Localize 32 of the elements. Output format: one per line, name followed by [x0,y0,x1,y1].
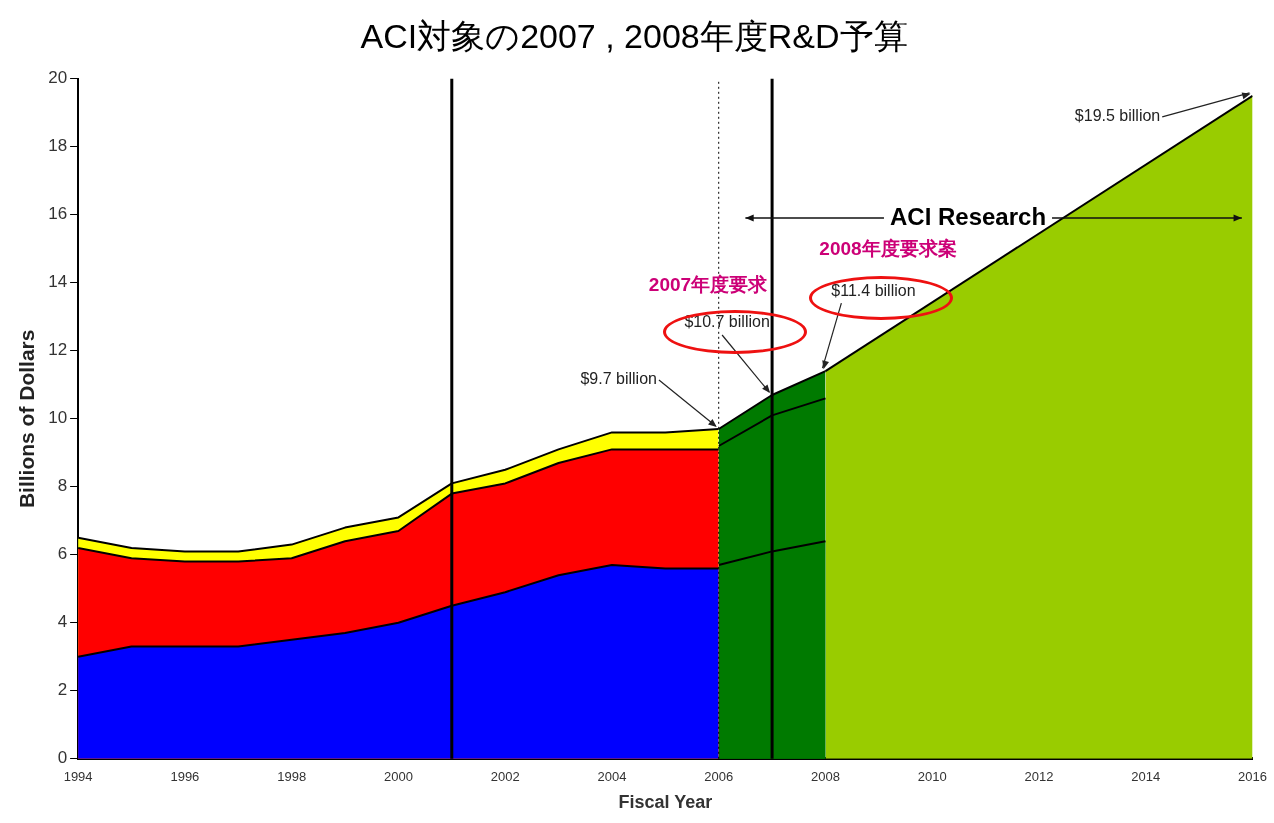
y-tick-label: 12 [48,340,68,360]
x-tick-label: 1998 [277,769,307,785]
y-tick-label: 10 [48,408,68,428]
x-tick-label: 2010 [917,769,947,785]
y-tick-label: 4 [57,612,68,632]
x-tick-label: 2014 [1131,769,1161,785]
x-tick-label: 2000 [383,769,413,785]
y-tick-label: 16 [48,204,68,224]
x-tick-label: 1994 [63,769,93,785]
annotation: $19.5 billion [1074,107,1161,125]
x-tick-label: 2004 [597,769,627,785]
x-tick-label: 2016 [1238,769,1267,785]
y-tick-label: 0 [57,748,68,768]
annotation: $11.4 billion [831,281,916,299]
annotation: 2008年度要求案 [819,238,957,260]
x-tick-label: 2012 [1024,769,1054,785]
annotation: ACI Research [889,202,1047,230]
x-tick-label: 2008 [811,769,840,785]
annotation: $9.7 billion [580,370,657,388]
x-tick-label: 2006 [704,769,734,785]
y-tick-label: 6 [57,544,68,564]
y-tick-label: 18 [48,136,68,156]
x-tick-label: 2002 [490,769,520,785]
y-tick-label: 2 [57,680,68,700]
x-axis-title: Fiscal Year [618,792,713,813]
y-tick-label: 14 [48,272,68,292]
y-tick-label: 20 [48,68,68,88]
x-tick-label: 1996 [170,769,200,785]
annotation: 2007年度要求 [648,274,769,296]
chart-title: ACI対象の2007 , 2008年度R&D予算 [360,16,908,55]
y-tick-label: 8 [57,476,68,496]
y-axis-title: Billions of Dollars [15,329,39,509]
